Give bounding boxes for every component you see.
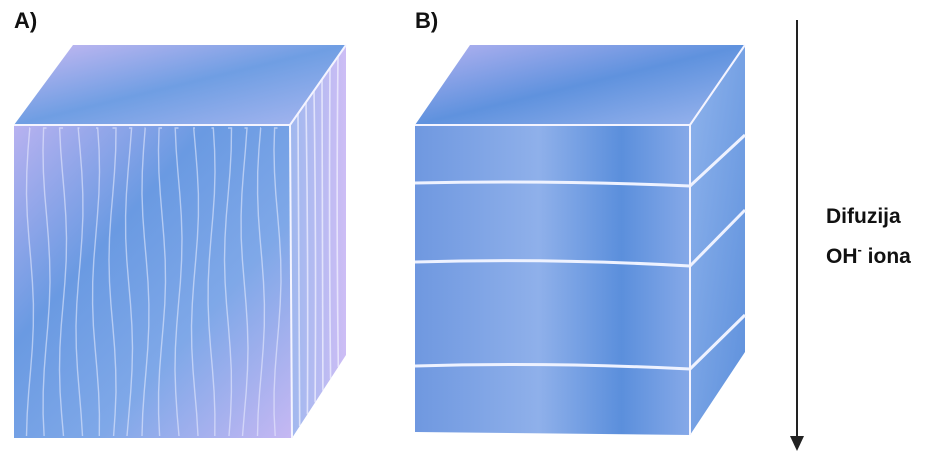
panel-b-label: B) xyxy=(415,8,439,33)
oh-charge: - xyxy=(857,242,862,257)
fiber-line xyxy=(207,127,216,437)
fiber-line xyxy=(157,127,167,437)
fiber-line xyxy=(42,127,51,437)
diffusion-label: Difuzija OH- iona xyxy=(826,200,911,273)
fiber-line xyxy=(141,127,150,437)
fiber-line xyxy=(240,127,249,437)
side-fiber-line xyxy=(297,113,301,427)
fiber-line xyxy=(174,127,183,437)
block-a-front-face xyxy=(14,125,292,438)
fiber-line xyxy=(124,127,134,437)
fiber-line xyxy=(190,127,200,437)
iona-text: iona xyxy=(861,245,911,268)
fiber-line xyxy=(75,127,84,437)
side-fiber-line xyxy=(336,56,340,367)
side-fiber-line xyxy=(305,102,309,415)
fiber-line xyxy=(223,127,233,437)
block-a-side-fiber-lines xyxy=(297,56,340,427)
block-a-fiber-lines xyxy=(25,127,282,437)
block-b-layer-lines xyxy=(414,133,747,371)
block-a-vertical-edge xyxy=(289,124,293,439)
block-a-top-face xyxy=(14,45,346,125)
fiber-line xyxy=(273,127,282,437)
block-b-horizontal-layers xyxy=(414,44,747,435)
side-fiber-line xyxy=(321,79,324,391)
side-fiber-line xyxy=(313,90,317,403)
side-fiber-line xyxy=(328,67,332,379)
diffusion-arrow xyxy=(790,20,804,451)
fiber-line xyxy=(256,127,266,437)
block-b-front-face xyxy=(415,125,690,435)
oh-text: OH xyxy=(826,245,858,268)
diffusion-label-line1: Difuzija xyxy=(826,205,901,228)
block-a-side-face xyxy=(290,45,346,438)
block-b-top-face xyxy=(415,45,745,125)
fiber-line xyxy=(108,127,117,437)
fiber-line xyxy=(58,127,68,437)
panel-a-label: A) xyxy=(14,8,38,33)
block-a-vertical-fibers xyxy=(14,44,347,439)
fiber-line xyxy=(91,127,101,437)
fiber-line xyxy=(25,127,35,437)
diffusion-label-line2: OH- iona xyxy=(826,233,911,273)
